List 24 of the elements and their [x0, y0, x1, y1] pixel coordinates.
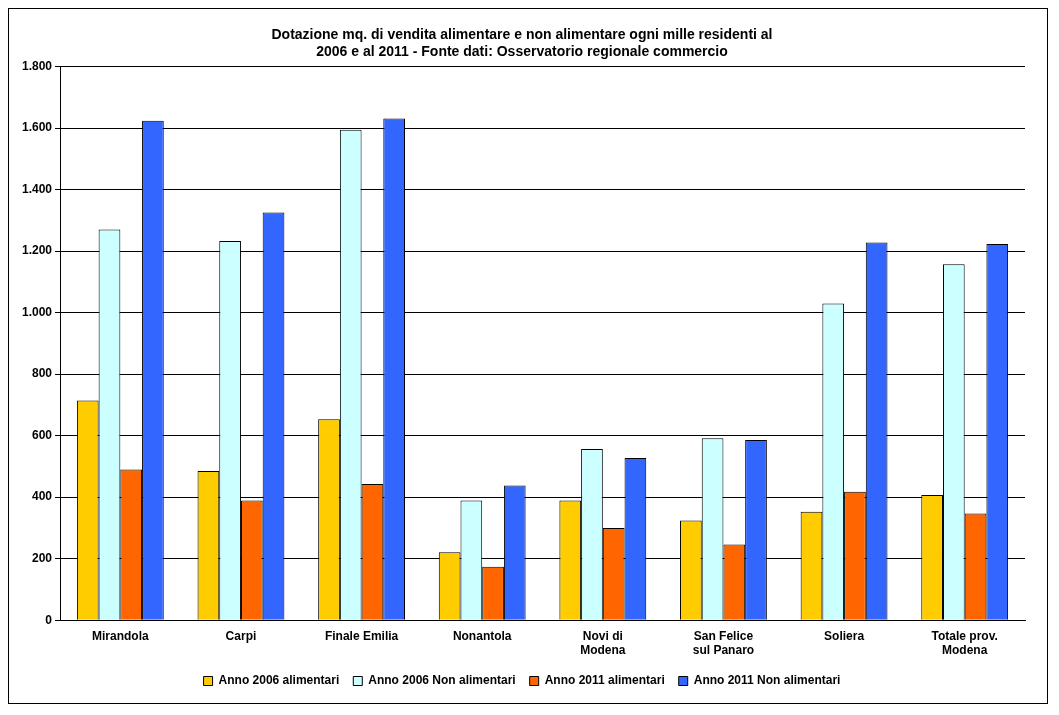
y-tick-label: 600	[32, 427, 53, 442]
y-tick-label: 0	[45, 612, 53, 627]
text: 2006 e al 2011 - Fonte dati: Osservatorio regionale commercio	[316, 43, 728, 60]
x-tick-label: San Felice sul Panaro	[692, 628, 755, 658]
x-tick-label: Soliera	[824, 628, 865, 643]
legend-label: Anno 2006 Non alimentari	[368, 673, 516, 688]
legend-label: Anno 2006 alimentari	[218, 673, 340, 688]
y-tick-label: 1.800	[22, 58, 53, 73]
y-tick-label: 200	[32, 551, 53, 565]
x-tick-label: Finale Emilia	[324, 628, 399, 643]
x-tick-label: Totale prov. Modena	[931, 628, 998, 658]
y-tick-label: 800	[32, 366, 53, 381]
text: Dotazione mq. di vendita alimentare e non alimentare ogni mille residenti al	[271, 26, 773, 43]
x-tick-label: Nonantola	[452, 628, 512, 643]
legend-label: Anno 2011 Non alimentari	[693, 673, 841, 688]
y-tick-label: 1.000	[22, 304, 53, 319]
x-tick-label: Mirandola	[92, 628, 149, 643]
x-tick-label: Carpi	[225, 628, 257, 643]
x-tick-label: Novi di Modena	[580, 628, 626, 658]
legend-label: Anno 2011 alimentari	[544, 673, 665, 688]
y-tick-label: 400	[32, 489, 53, 504]
y-tick-label: 1.600	[22, 120, 53, 135]
y-tick-label: 1.400	[22, 181, 53, 196]
y-tick-label: 1.200	[22, 243, 53, 258]
